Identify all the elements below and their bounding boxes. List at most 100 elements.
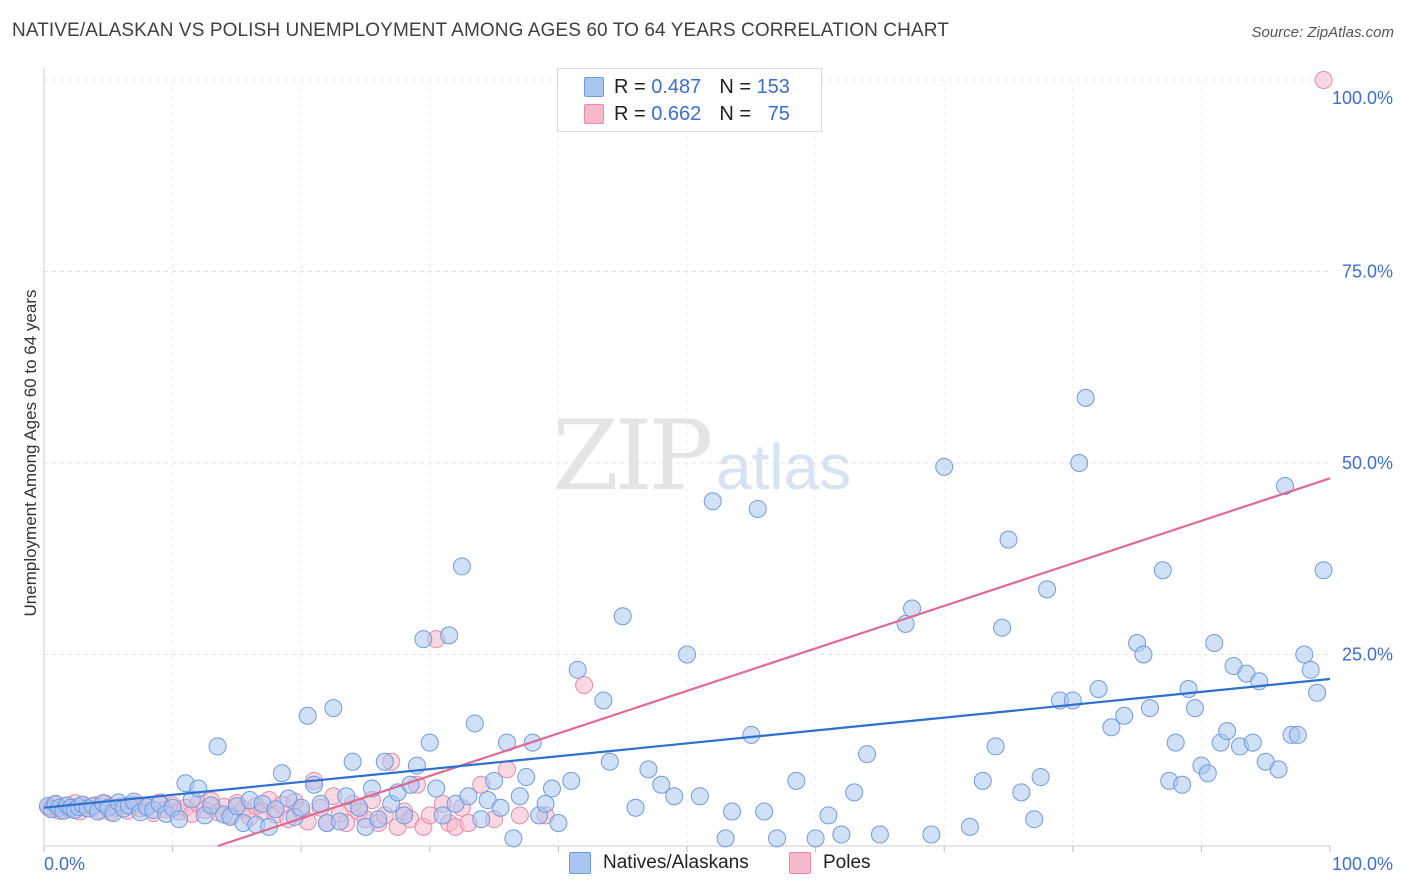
- natives-point: [1089, 679, 1108, 698]
- series-natives: [38, 388, 1333, 848]
- natives-point: [433, 806, 452, 825]
- natives-point: [1314, 561, 1333, 580]
- natives-point: [536, 794, 555, 813]
- watermark-atlas: atlas: [716, 431, 852, 503]
- natives-point: [369, 810, 388, 829]
- natives-point: [298, 706, 317, 725]
- poles-point: [575, 676, 594, 695]
- natives-point: [1185, 699, 1204, 718]
- chart-title: NATIVE/ALASKAN VS POLISH UNEMPLOYMENT AM…: [12, 20, 949, 41]
- natives-point: [845, 783, 864, 802]
- natives-point: [806, 829, 825, 848]
- natives-point: [510, 787, 529, 806]
- watermark-zip: ZIP: [552, 400, 713, 512]
- natives-point: [665, 787, 684, 806]
- natives-point: [1115, 706, 1134, 725]
- natives-point: [986, 737, 1005, 756]
- natives-point: [594, 691, 613, 710]
- natives-point: [337, 787, 356, 806]
- bottom-legend-poles[interactable]: Poles: [789, 852, 871, 874]
- natives-point: [639, 760, 658, 779]
- natives-point: [1153, 561, 1172, 580]
- natives-point: [870, 825, 889, 844]
- natives-point: [1205, 634, 1224, 653]
- natives-point: [1295, 645, 1314, 664]
- natives-point: [1038, 580, 1057, 599]
- natives-point: [1308, 683, 1327, 702]
- natives-swatch: [584, 77, 604, 97]
- natives-point: [208, 737, 227, 756]
- natives-point: [973, 771, 992, 790]
- natives-point: [1166, 733, 1185, 752]
- y-axis-title: Unemployment Among Ages 60 to 64 years: [21, 290, 40, 617]
- natives-point: [787, 771, 806, 790]
- natives-point: [279, 789, 298, 808]
- legend-row-natives: R = 0.487 N = 153: [584, 75, 790, 99]
- natives-point: [517, 768, 536, 787]
- natives-point: [504, 829, 523, 848]
- poles-legend-label: Poles: [823, 852, 871, 873]
- natives-point: [395, 806, 414, 825]
- natives-point: [922, 825, 941, 844]
- natives-point: [459, 787, 478, 806]
- natives-point: [716, 829, 735, 848]
- poles-n-label: N =: [719, 102, 751, 125]
- trend-lines: [43, 477, 1331, 848]
- natives-point: [549, 814, 568, 833]
- poles-legend-swatch: [789, 852, 811, 874]
- natives-legend-label: Natives/Alaskans: [603, 852, 749, 873]
- natives-point: [652, 775, 671, 794]
- natives-point: [819, 806, 838, 825]
- natives-point: [452, 557, 471, 576]
- natives-point: [1031, 768, 1050, 787]
- natives-point: [272, 764, 291, 783]
- natives-trend-line: [43, 677, 1331, 809]
- natives-legend-swatch: [569, 852, 591, 874]
- natives-point: [723, 802, 742, 821]
- natives-point: [266, 800, 285, 819]
- natives-point: [703, 492, 722, 511]
- natives-point: [1218, 722, 1237, 741]
- natives-point: [491, 798, 510, 817]
- legend-row-poles: R = 0.662 N = 75: [584, 102, 790, 126]
- correlation-legend: R = 0.487 N = 153 R = 0.662 N = 75: [557, 68, 822, 132]
- natives-point: [189, 779, 208, 798]
- source-label: Source: ZipAtlas.com: [1251, 24, 1394, 41]
- natives-point: [1243, 733, 1262, 752]
- natives-point: [568, 660, 587, 679]
- natives-point: [858, 745, 877, 764]
- bottom-legend-natives[interactable]: Natives/Alaskans: [569, 852, 749, 874]
- natives-point: [748, 499, 767, 518]
- natives-point: [485, 771, 504, 790]
- natives-point: [420, 733, 439, 752]
- natives-point: [613, 607, 632, 626]
- natives-point: [465, 714, 484, 733]
- natives-point: [202, 796, 221, 815]
- y-tick-label: 75.0%: [1342, 262, 1393, 282]
- natives-point: [1173, 775, 1192, 794]
- natives-point: [600, 752, 619, 771]
- poles-r-value: 0.662: [651, 102, 702, 125]
- poles-trend-line: [217, 477, 1331, 848]
- y-tick-label: 25.0%: [1342, 645, 1393, 665]
- natives-point: [1275, 476, 1294, 495]
- natives-point: [440, 626, 459, 645]
- series-poles: [40, 71, 1333, 836]
- natives-point: [960, 817, 979, 836]
- natives-point: [562, 771, 581, 790]
- poles-r-label: R =: [614, 102, 646, 125]
- natives-point: [1269, 760, 1288, 779]
- natives-r-value: 0.487: [651, 75, 702, 98]
- x-tick-label: 100.0%: [1332, 854, 1393, 874]
- natives-point: [678, 645, 696, 664]
- natives-point: [542, 779, 561, 798]
- grid-lines: [44, 79, 1330, 846]
- poles-n-value: 75: [767, 102, 790, 125]
- natives-point: [324, 699, 343, 718]
- natives-point: [755, 802, 774, 821]
- natives-point: [935, 457, 954, 476]
- y-tick-label: 100.0%: [1332, 88, 1393, 108]
- natives-point: [1179, 679, 1198, 698]
- natives-point: [1025, 810, 1044, 829]
